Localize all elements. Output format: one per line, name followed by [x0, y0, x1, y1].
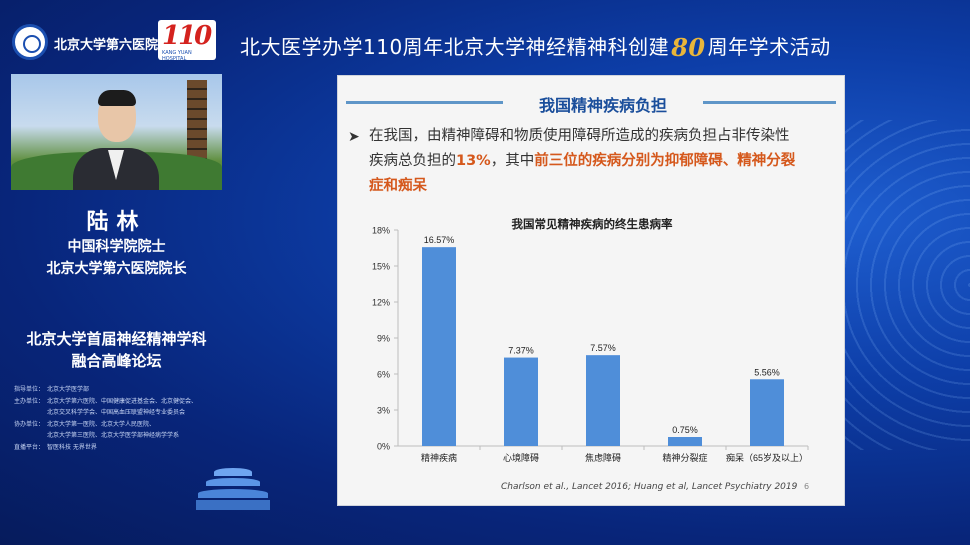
x-category-label: 精神疾病	[421, 452, 457, 463]
slide-title: 我国精神疾病负担	[538, 96, 667, 115]
highlight-percent: 13%	[456, 153, 491, 169]
organizer-line: 北京交叉科学学会、中国高血压联盟神经专业委员会	[47, 409, 186, 416]
presentation-slide[interactable]: 我国精神疾病负担 ➤ 在我国，由精神障碍和物质使用障碍所造成的疾病负担占非传染性…	[337, 75, 845, 506]
bar-value-label: 7.37%	[508, 346, 534, 356]
x-category-label: 精神分裂症	[662, 452, 707, 463]
event-title: 北大医学办学110周年北京大学神经精神科创建80 周年学术活动	[240, 31, 831, 62]
highlight-diseases-cont: 症和痴呆	[369, 178, 427, 194]
bar	[504, 357, 538, 446]
bullet-arrow-icon: ➤	[348, 129, 360, 145]
event-title-part1: 北大医学办学110周年北京大学神经精神科创建	[240, 35, 670, 59]
citation: Charlson et al., Lancet 2016; Huang et a…	[501, 482, 798, 492]
bar	[668, 437, 702, 446]
bar	[422, 247, 456, 446]
organizer-line: 直播平台： 智医科技 无界世界	[14, 444, 97, 451]
forum-name-line1: 北京大学首届神经精神学科	[26, 330, 207, 348]
bar-value-label: 16.57%	[424, 235, 455, 245]
anniversary-logo: 110 KANG YUAN HOSPITAL	[158, 20, 216, 62]
brain-decoration	[840, 120, 970, 450]
slide-page-number: 6	[804, 482, 810, 491]
slide-title-bar: 我国精神疾病负担	[346, 91, 836, 115]
organizer-line: 协办单位： 北京大学第一医院、北京大学人民医院、	[14, 421, 156, 428]
hospital-name: 北京大学第六医院	[54, 38, 159, 53]
y-tick-label: 12%	[372, 298, 390, 308]
anniversary-number: 110	[162, 21, 212, 51]
organizer-line: 北京大学第三医院、北京大学医学部神经病学学系	[47, 432, 180, 439]
y-tick-label: 15%	[372, 262, 390, 272]
speaker-video[interactable]	[11, 74, 222, 190]
y-tick-label: 0%	[377, 442, 390, 452]
y-tick-label: 18%	[372, 226, 390, 236]
x-category-label: 心境障碍	[503, 452, 539, 463]
x-category-label: 焦虑障碍	[585, 452, 621, 463]
bar-value-label: 5.56%	[754, 367, 780, 377]
bar	[586, 355, 620, 446]
bar-value-label: 7.57%	[590, 343, 616, 353]
slide-paragraph-line1: 在我国，由精神障碍和物质使用障碍所造成的疾病负担占非传染性	[369, 128, 790, 144]
speaker-name: 陆林	[86, 210, 147, 235]
y-tick-label: 3%	[377, 406, 390, 416]
chart-title: 我国常见精神疾病的终生患病率	[511, 217, 673, 231]
slide-paragraph-line3: 症和痴呆	[369, 174, 839, 199]
pagoda-image	[187, 80, 207, 168]
event-title-part2: 周年学术活动	[707, 35, 831, 59]
y-tick-label: 6%	[377, 370, 390, 380]
organizer-line: 指导单位： 北京大学医学部	[14, 386, 90, 393]
anniversary-subtitle: KANG YUAN HOSPITAL	[162, 50, 192, 62]
x-category-label: 痴呆（65岁及以上）	[726, 452, 808, 463]
bar-value-label: 0.75%	[672, 425, 698, 435]
bar	[750, 379, 784, 446]
prevalence-bar-chart: 0% 3% 6% 9% 12% 15% 18% 16.57% 精神疾病 7.37% 心境障碍 7.57…	[372, 226, 809, 463]
forum-name-line2: 融合高峰论坛	[71, 352, 162, 370]
organizer-line: 主办单位： 北京大学第六医院、中国健康促进基金会、北京健促会、	[14, 398, 198, 405]
slide-paragraph-line2: 疾病总负担的13%，其中前三位的疾病分别为抑郁障碍、精神分裂	[369, 153, 796, 169]
header-bar: 北京大学第六医院 110 KANG YUAN HOSPITAL 北大医学办学11…	[0, 0, 970, 72]
speaker-title-president: 北京大学第六医院院长	[46, 261, 187, 277]
highlight-diseases: 前三位的疾病分别为抑郁障碍、精神分裂	[534, 153, 796, 169]
y-tick-label: 9%	[377, 334, 390, 344]
speaker-title-academician: 中国科学院院士	[67, 239, 166, 255]
speaker-hair	[98, 90, 136, 106]
hospital-logo-icon	[12, 24, 48, 60]
eighty-anniversary-mark: 80	[671, 33, 706, 62]
temple-of-heaven-icon	[196, 462, 270, 512]
